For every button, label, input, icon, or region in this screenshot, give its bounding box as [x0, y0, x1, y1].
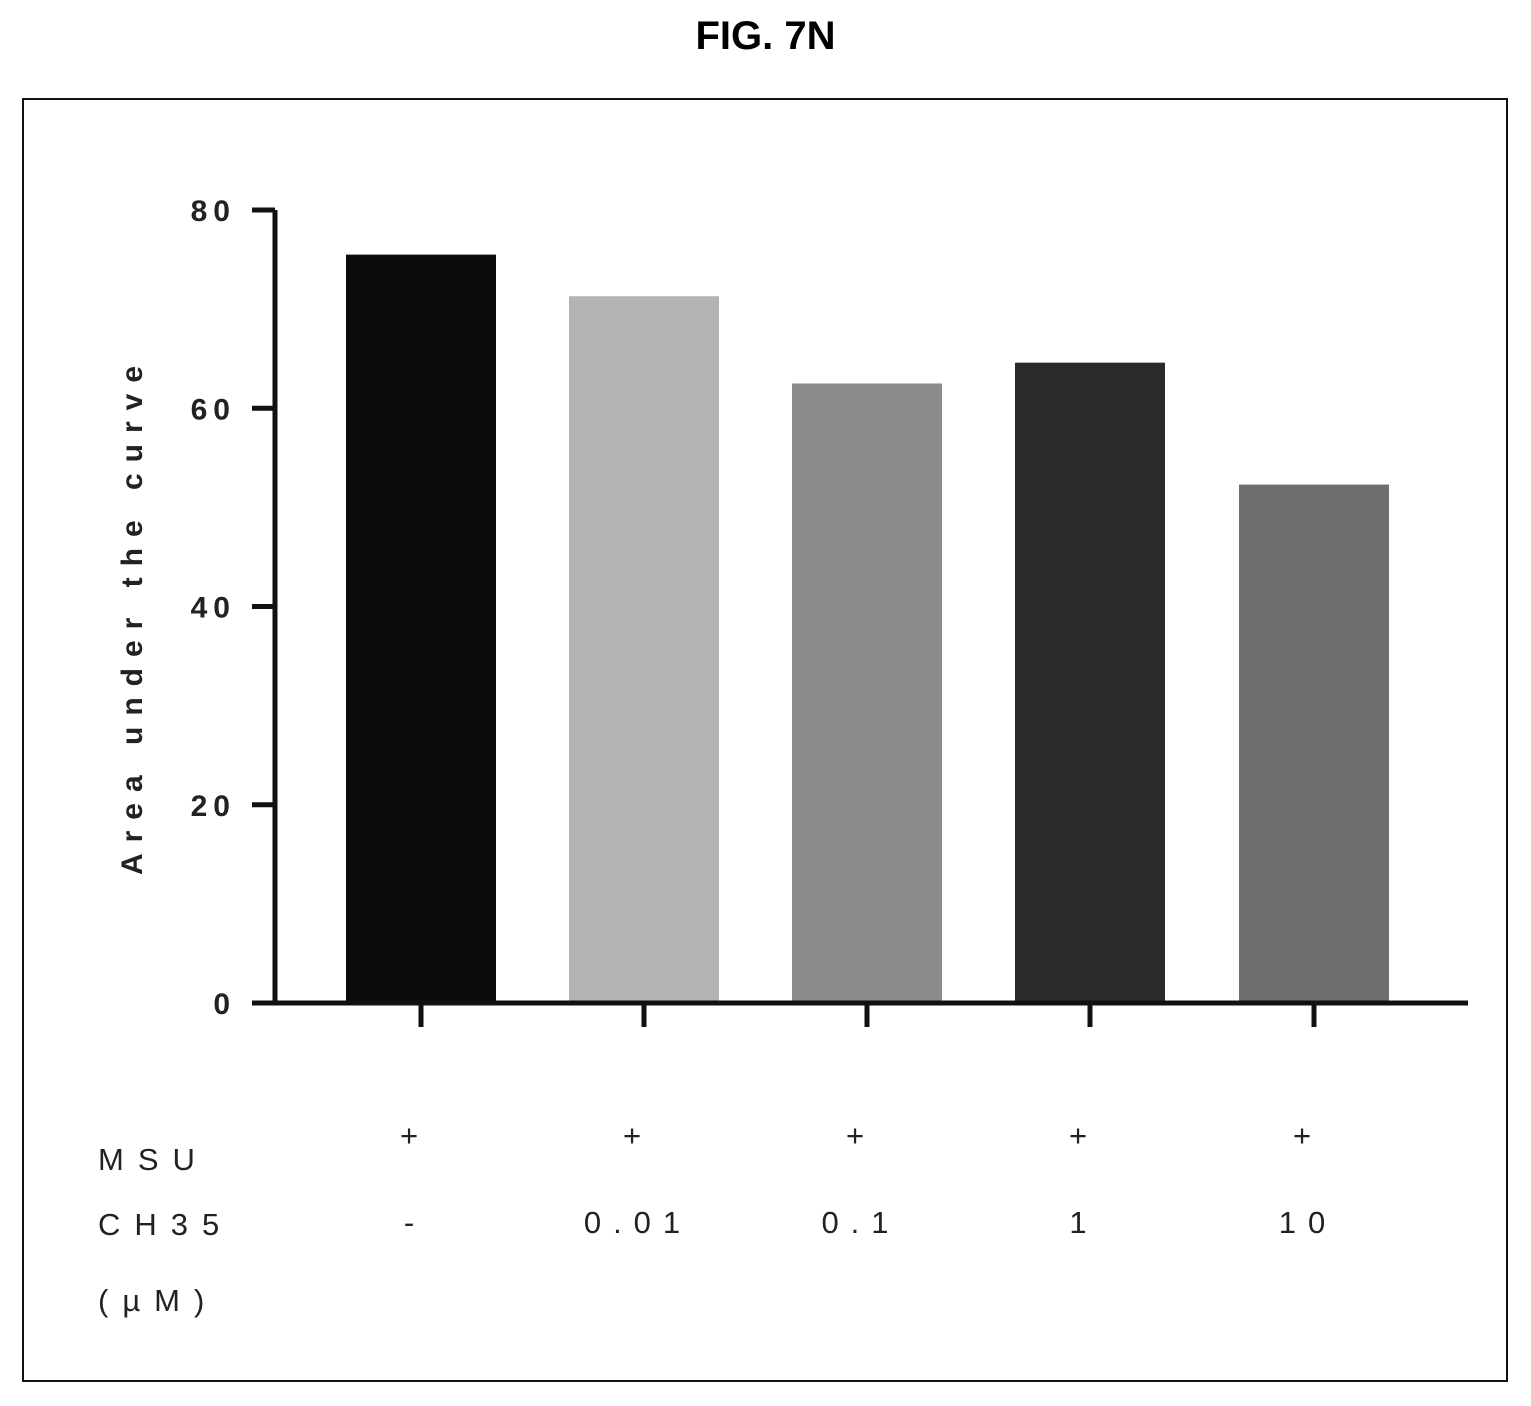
table-cell: -	[403, 1205, 427, 1240]
table-cell: 0.1	[821, 1205, 901, 1240]
table-cell: +	[622, 1118, 654, 1153]
bar-3	[1015, 362, 1165, 1004]
bar-2	[792, 383, 942, 1003]
row-label-unit: (µM)	[98, 1283, 219, 1318]
row-label-ch35: CH35	[98, 1207, 234, 1242]
table-cell: 0.01	[583, 1205, 693, 1240]
bar-4	[1239, 484, 1389, 1003]
table-cell: 1	[1069, 1205, 1099, 1240]
y-tick-label-2: 40	[191, 592, 236, 625]
row-label-msu: MSU	[98, 1142, 209, 1177]
bar-0	[346, 254, 496, 1003]
table-cell: +	[399, 1118, 431, 1153]
y-tick-label-3: 60	[191, 393, 236, 426]
figure-title: FIG. 7N	[695, 14, 836, 58]
y-tick-label-1: 20	[191, 790, 236, 823]
bars	[346, 254, 1389, 1004]
figure-frame	[22, 98, 1508, 1382]
table-cell: 10	[1278, 1205, 1338, 1240]
table-cell: +	[1292, 1118, 1324, 1153]
y-tick-label-4: 80	[191, 195, 236, 228]
table-cell: +	[845, 1118, 877, 1153]
table-cell: +	[1068, 1118, 1100, 1153]
y-axis-label: Area under the curve	[116, 355, 149, 875]
axes: 0 20 40 60 80	[191, 195, 1468, 1027]
y-tick-label-0: 0	[213, 988, 236, 1021]
bar-1	[569, 296, 719, 1003]
